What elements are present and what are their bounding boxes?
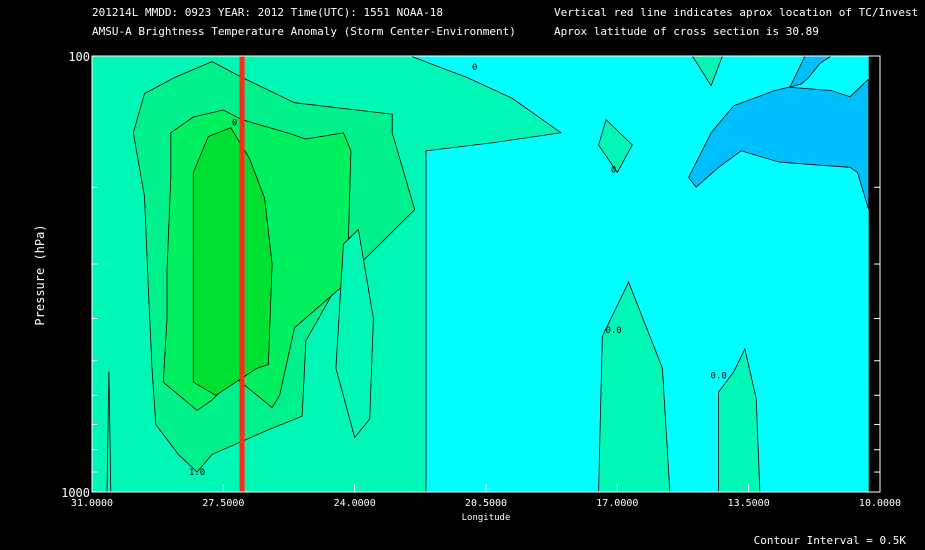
x-tick-label: 17.0000 [596, 498, 638, 509]
header-line2-left: AMSU-A Brightness Temperature Anomaly (S… [92, 25, 516, 38]
header-line1-right: Vertical red line indicates aprox locati… [554, 6, 918, 19]
y-axis-label: Pressure (hPa) [33, 224, 47, 325]
contour-region-spike-d [598, 118, 633, 174]
contour-interval-label: Contour Interval = 0.5K [754, 534, 907, 547]
header-line2-right: Aprox latitude of cross section is 30.89 [554, 25, 819, 38]
x-axis-label: Longitude [462, 513, 511, 523]
plot-area: 0 0 0 0.0 0.0 1.0 [91, 55, 880, 493]
contour-label: 0 [232, 118, 237, 128]
x-tick-label: 10.0000 [859, 498, 901, 509]
contour-label: 0.0 [605, 326, 621, 336]
contour-region-core-2.0 [192, 127, 273, 396]
no-data-strip [868, 56, 880, 492]
x-tick-label: 27.5000 [202, 498, 244, 509]
x-tick-label: 13.5000 [728, 498, 770, 509]
x-tick-label: 20.5000 [465, 498, 507, 509]
axes: 31.0000 27.5000 24.0000 20.5000 17.0000 13.50… [61, 50, 901, 509]
header-line1-left: 201214L MMDD: 0923 YEAR: 2012 Time(UTC):… [92, 6, 443, 19]
contour-label: 1.0 [189, 468, 205, 478]
x-tick-label: 24.0000 [334, 498, 376, 509]
contour-region-spike-b [335, 228, 374, 439]
contour-label: 0.0 [711, 371, 727, 381]
contour-region-cold-neg0.5 [688, 55, 870, 210]
y-tick-label: 100 [68, 50, 90, 64]
y-tick-label: 1000 [61, 486, 90, 500]
contour-label: 0 [472, 63, 477, 73]
x-tick-label: 31.0000 [71, 498, 113, 509]
contour-label: 0 [611, 165, 616, 175]
